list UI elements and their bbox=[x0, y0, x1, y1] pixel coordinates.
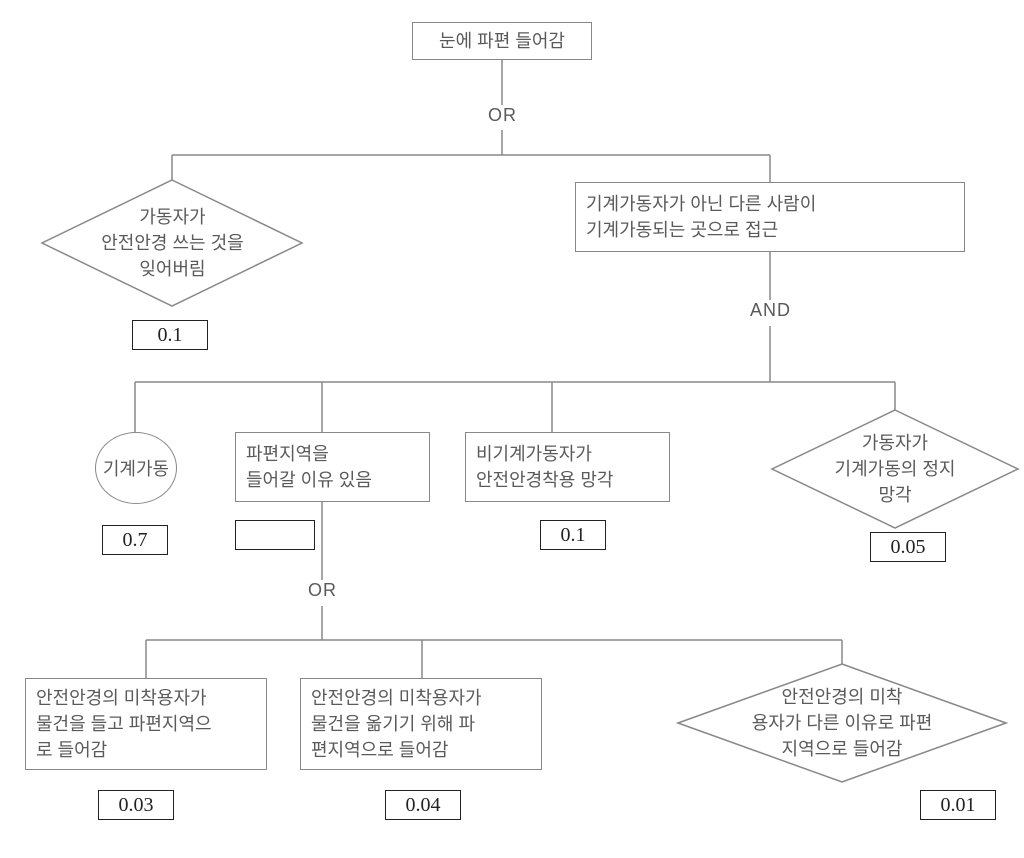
machine-operating-node: 기계가동 bbox=[95, 432, 177, 504]
top-event-label: 눈에 파편 들어감 bbox=[439, 28, 565, 54]
machine-operating-prob: 0.7 bbox=[102, 525, 168, 555]
enter-to-move-object-prob: 0.04 bbox=[385, 790, 461, 820]
non-operator-forgets-glasses-prob: 0.1 bbox=[540, 520, 606, 550]
non-operator-approaches-label: 기계가동자가 아닌 다른 사람이 기계가동되는 곳으로 접근 bbox=[586, 191, 816, 243]
enter-other-reason-prob: 0.01 bbox=[920, 790, 996, 820]
reason-to-enter-label: 파편지역을 들어갈 이유 있음 bbox=[246, 441, 372, 493]
operator-forgets-stop-prob: 0.05 bbox=[870, 532, 946, 562]
enter-to-move-object-label: 안전안경의 미착용자가 물건을 옮기기 위해 파 편지역으로 들어감 bbox=[311, 685, 482, 763]
enter-other-reason-label: 안전안경의 미착 용자가 다른 이유로 파편 지역으로 들어감 bbox=[709, 684, 975, 762]
operator-forgets-glasses-label: 가동자가 안전안경 쓰는 것을 잊어버림 bbox=[53, 204, 292, 282]
top-event-node: 눈에 파편 들어감 bbox=[412, 22, 592, 60]
enter-carrying-object-node: 안전안경의 미착용자가 물건을 들고 파편지역으 로 들어감 bbox=[25, 678, 267, 770]
enter-carrying-object-label: 안전안경의 미착용자가 물건을 들고 파편지역으 로 들어감 bbox=[36, 685, 212, 763]
enter-carrying-object-prob: 0.03 bbox=[98, 790, 174, 820]
non-operator-forgets-glasses-node: 비기계가동자가 안전안경착용 망각 bbox=[465, 432, 670, 502]
machine-operating-label: 기계가동 bbox=[103, 455, 169, 481]
operator-forgets-stop-node: 가동자가 기계가동의 정지 망각 bbox=[770, 408, 1020, 530]
non-operator-forgets-glasses-label: 비기계가동자가 안전안경착용 망각 bbox=[476, 441, 613, 493]
fault-tree-canvas: 눈에 파편 들어감 OR 가동자가 안전안경 쓰는 것을 잊어버림 0.1 기계… bbox=[0, 0, 1024, 858]
operator-forgets-glasses-prob: 0.1 bbox=[132, 320, 208, 350]
gate-and-1: AND bbox=[750, 300, 791, 321]
enter-to-move-object-node: 안전안경의 미착용자가 물건을 옮기기 위해 파 편지역으로 들어감 bbox=[300, 678, 542, 770]
reason-to-enter-node: 파편지역을 들어갈 이유 있음 bbox=[235, 432, 430, 502]
gate-or-2: OR bbox=[308, 580, 337, 601]
operator-forgets-stop-label: 가동자가 기계가동의 정지 망각 bbox=[783, 430, 1008, 508]
non-operator-approaches-node: 기계가동자가 아닌 다른 사람이 기계가동되는 곳으로 접근 bbox=[575, 182, 965, 252]
enter-other-reason-node: 안전안경의 미착 용자가 다른 이유로 파편 지역으로 들어감 bbox=[676, 662, 1008, 784]
operator-forgets-glasses-node: 가동자가 안전안경 쓰는 것을 잊어버림 bbox=[40, 178, 305, 308]
reason-to-enter-prob bbox=[235, 520, 315, 550]
gate-or-1: OR bbox=[488, 105, 517, 126]
